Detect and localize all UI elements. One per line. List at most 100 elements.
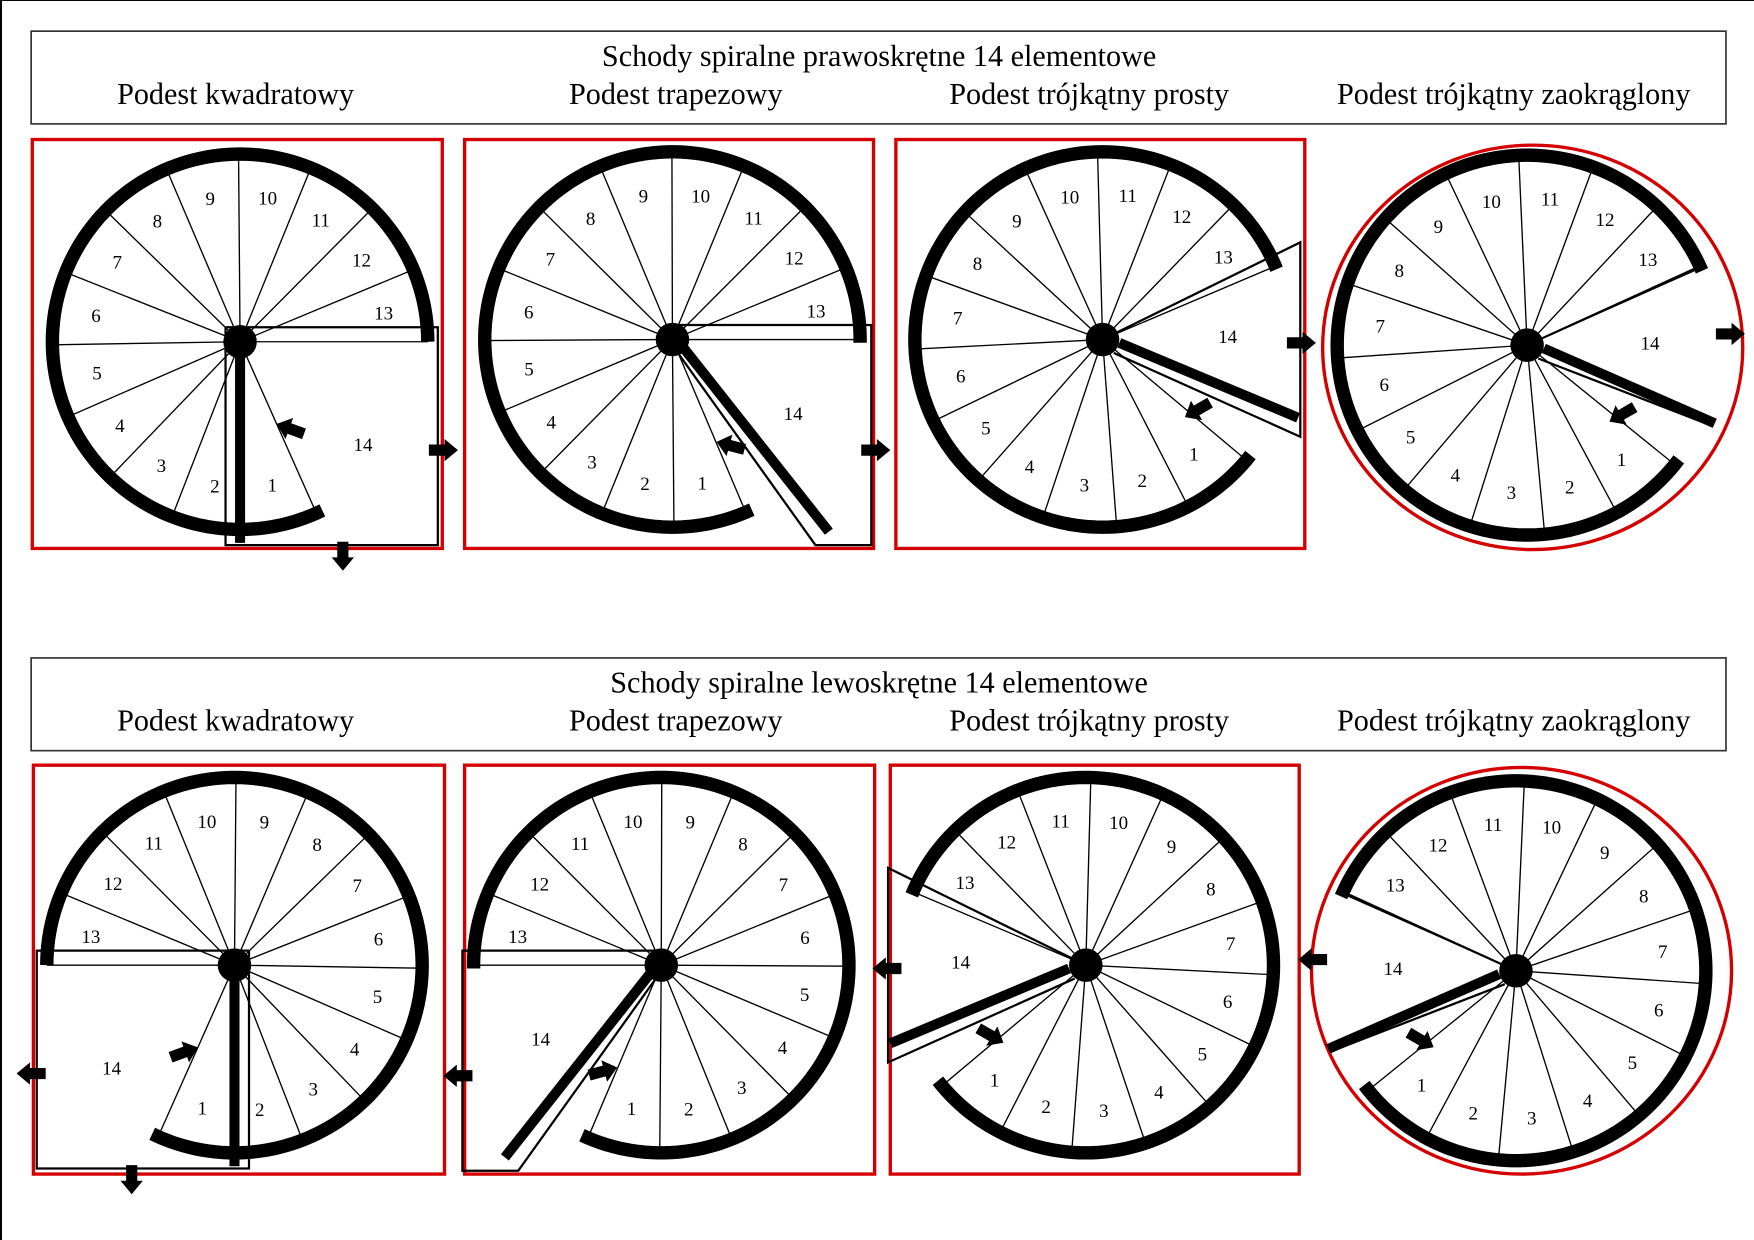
step-number: 4 xyxy=(1025,457,1035,478)
step-number: 8 xyxy=(1206,880,1216,901)
panel-label: Podest kwadratowy xyxy=(117,77,354,111)
step-edge-line xyxy=(599,166,674,340)
step-number: 8 xyxy=(1639,887,1648,908)
walk-direction-arrow-icon xyxy=(975,1023,1004,1046)
center-column xyxy=(1499,953,1533,988)
outer-handrail xyxy=(1334,774,1713,1168)
step-edge-line xyxy=(660,964,794,1100)
landing-number: 14 xyxy=(1641,334,1660,355)
step-edge-line xyxy=(499,338,673,414)
header-right-turn: Schody spiralne prawoskrętne 14 elemento… xyxy=(30,30,1727,125)
step-number: 9 xyxy=(260,813,270,834)
step-edge-line xyxy=(671,339,675,528)
landing-outline xyxy=(35,949,251,1170)
step-edge-line xyxy=(1425,970,1517,1139)
step-edge-line xyxy=(105,210,241,343)
step-number: 2 xyxy=(1565,478,1575,499)
step-number: 13 xyxy=(807,302,826,323)
step-number: 3 xyxy=(1080,475,1090,496)
step-edge-line xyxy=(915,338,1103,350)
step-number: 4 xyxy=(1451,465,1461,486)
step-number: 7 xyxy=(546,249,556,270)
exit-arrow-icon xyxy=(331,541,355,571)
step-edge-line xyxy=(1085,900,1263,966)
outer-handrail xyxy=(45,147,435,537)
step-edge-line xyxy=(1085,837,1225,966)
outer-handrail xyxy=(478,145,867,534)
step-edge-line xyxy=(1101,164,1172,340)
step-edge-line xyxy=(109,341,241,478)
step-number: 2 xyxy=(640,474,650,495)
step-edge-line xyxy=(660,964,733,1140)
step-number: 13 xyxy=(1214,247,1233,268)
landing-railing xyxy=(677,341,833,535)
outer-handrail xyxy=(908,145,1283,534)
step-number: 7 xyxy=(1375,316,1384,337)
step-edge-line xyxy=(487,892,662,966)
walk-direction-arrow-icon xyxy=(276,418,306,440)
step-number: 5 xyxy=(1628,1053,1637,1074)
landing-outline xyxy=(1338,889,1517,972)
step-edge-line xyxy=(234,964,423,969)
header-box xyxy=(30,657,1727,752)
step-number: 5 xyxy=(1406,427,1415,448)
step-number: 2 xyxy=(1138,471,1148,492)
step-edge-line xyxy=(233,964,304,1141)
step-number: 13 xyxy=(81,927,100,948)
step-number: 9 xyxy=(1600,843,1609,864)
step-number: 4 xyxy=(115,416,125,437)
step-edge-line xyxy=(661,893,836,966)
step-edge-line xyxy=(660,777,663,966)
panel-frame-round xyxy=(1320,143,1745,552)
panel-label: Podest kwadratowy xyxy=(117,704,354,738)
landing-outline xyxy=(461,949,662,1172)
step-edge-line xyxy=(239,268,414,343)
step-number: 13 xyxy=(1638,250,1657,271)
step-edge-line xyxy=(1102,265,1276,341)
step-number: 13 xyxy=(508,927,527,948)
step-number: 7 xyxy=(1658,942,1667,963)
step-edge-line xyxy=(1526,344,1618,513)
step-number: 5 xyxy=(524,360,534,381)
step-number: 5 xyxy=(92,363,102,384)
step-number: 6 xyxy=(800,928,810,949)
step-number: 5 xyxy=(800,985,810,1006)
landing-outline xyxy=(224,326,439,547)
step-edge-line xyxy=(1347,282,1528,346)
step-edge-line xyxy=(163,791,236,966)
landing-number: 14 xyxy=(353,435,372,456)
step-number: 6 xyxy=(1654,1001,1663,1022)
step-number: 1 xyxy=(990,1070,1000,1091)
step-number: 7 xyxy=(953,309,963,330)
step-edge-line xyxy=(171,341,241,517)
step-edge-line xyxy=(52,341,241,346)
step-number: 12 xyxy=(997,833,1016,854)
step-edge-line xyxy=(239,167,312,343)
step-edge-line xyxy=(1096,151,1104,340)
step-edge-line xyxy=(67,341,241,418)
step-edge-line xyxy=(954,830,1087,966)
step-number: 11 xyxy=(744,208,762,229)
step-number: 2 xyxy=(210,477,220,498)
step-edge-line xyxy=(671,165,745,340)
step-edge-line xyxy=(660,964,835,1039)
step-number: 13 xyxy=(1386,876,1405,897)
step-number: 1 xyxy=(697,474,707,495)
center-column xyxy=(644,948,679,982)
step-number: 8 xyxy=(738,834,748,855)
outer-handrail xyxy=(1330,148,1709,542)
step-edge-line xyxy=(977,339,1104,481)
step-edge-line xyxy=(671,339,747,513)
section-title: Schody spiralne lewoskrętne 14 elementow… xyxy=(610,666,1148,700)
step-edge-line xyxy=(1526,206,1658,346)
step-number: 10 xyxy=(691,187,710,208)
exit-arrow-icon xyxy=(872,957,902,980)
panel-label: Podest trójkątny zaokrąglony xyxy=(1337,77,1690,111)
exit-arrow-icon xyxy=(428,438,458,462)
